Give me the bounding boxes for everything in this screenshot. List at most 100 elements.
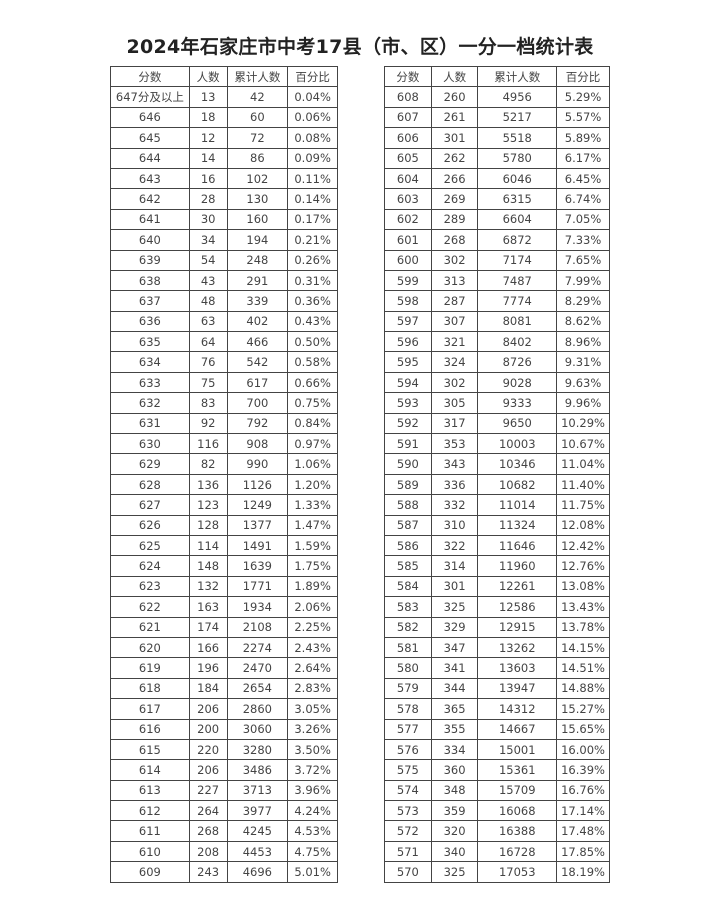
score-cell: 611 [110, 820, 190, 842]
count-cell: 92 [188, 412, 228, 435]
count-cell: 30 [188, 208, 228, 231]
count-cell: 360 [430, 759, 479, 781]
percent-cell: 3.50% [287, 738, 338, 761]
percent-cell: 8.29% [556, 290, 610, 312]
table-row: 601 268 6872 7.33% [384, 229, 610, 251]
table-row: 629 82 990 1.06% [110, 453, 338, 475]
table-row: 573 359 16068 17.14% [384, 800, 610, 822]
count-cell: 355 [430, 718, 479, 740]
header-count: 人数 [430, 65, 479, 88]
table-row: 636 63 402 0.43% [110, 310, 338, 333]
cumulative-cell: 466 [226, 331, 289, 353]
cumulative-cell: 1377 [226, 514, 289, 536]
percent-cell: 0.17% [287, 208, 338, 231]
score-cell: 636 [110, 310, 190, 333]
score-cell: 620 [110, 636, 190, 659]
percent-cell: 1.06% [287, 453, 338, 475]
cumulative-cell: 60 [226, 106, 289, 129]
score-cell: 579 [384, 677, 432, 700]
table-row: 582 329 12915 13.78% [384, 616, 610, 638]
percent-cell: 11.04% [556, 453, 610, 475]
score-cell: 580 [384, 657, 432, 679]
score-cell: 577 [384, 718, 432, 740]
table-row: 625 114 1491 1.59% [110, 534, 338, 557]
count-cell: 184 [188, 677, 228, 700]
table-header-row: 分数 人数 累计人数 百分比 [384, 65, 610, 88]
score-cell: 631 [110, 412, 190, 435]
table-row: 641 30 160 0.17% [110, 208, 338, 231]
score-cell: 601 [384, 229, 432, 251]
percent-cell: 17.14% [556, 800, 610, 822]
count-cell: 12 [188, 127, 228, 149]
cumulative-cell: 4696 [226, 861, 289, 883]
table-row: 574 348 15709 16.76% [384, 779, 610, 802]
cumulative-cell: 3713 [226, 779, 289, 802]
table-row: 627 123 1249 1.33% [110, 494, 338, 516]
percent-cell: 3.26% [287, 718, 338, 740]
score-cell: 588 [384, 494, 432, 516]
table-row: 586 322 11646 12.42% [384, 534, 610, 557]
count-cell: 343 [430, 453, 479, 475]
cumulative-cell: 3977 [226, 800, 289, 822]
header-percent: 百分比 [556, 65, 610, 88]
table-row: 613 227 3713 3.96% [110, 779, 338, 802]
count-cell: 268 [188, 820, 228, 842]
score-cell: 605 [384, 147, 432, 169]
cumulative-cell: 402 [226, 310, 289, 333]
percent-cell: 0.11% [287, 167, 338, 190]
table-row: 570 325 17053 18.19% [384, 861, 610, 883]
cumulative-cell: 16728 [477, 840, 558, 863]
score-cell: 604 [384, 167, 432, 190]
score-cell: 642 [110, 188, 190, 210]
count-cell: 28 [188, 188, 228, 210]
table-row: 623 132 1771 1.89% [110, 575, 338, 598]
table-row: 600 302 7174 7.65% [384, 249, 610, 271]
percent-cell: 16.39% [556, 759, 610, 781]
percent-cell: 17.48% [556, 820, 610, 842]
cumulative-cell: 9333 [477, 392, 558, 414]
cumulative-cell: 7774 [477, 290, 558, 312]
count-cell: 136 [188, 473, 228, 496]
cumulative-cell: 13947 [477, 677, 558, 700]
score-cell: 644 [110, 147, 190, 169]
table-row: 633 75 617 0.66% [110, 371, 338, 394]
count-cell: 365 [430, 698, 479, 720]
cumulative-cell: 11324 [477, 514, 558, 536]
table-row: 644 14 86 0.09% [110, 147, 338, 169]
count-cell: 301 [430, 575, 479, 598]
cumulative-cell: 2860 [226, 698, 289, 720]
percent-cell: 6.45% [556, 167, 610, 190]
score-cell: 598 [384, 290, 432, 312]
table-row: 599 313 7487 7.99% [384, 269, 610, 292]
count-cell: 287 [430, 290, 479, 312]
table-row: 595 324 8726 9.31% [384, 351, 610, 373]
score-cell: 612 [110, 800, 190, 822]
percent-cell: 0.08% [287, 127, 338, 149]
percent-cell: 12.76% [556, 555, 610, 577]
table-row: 588 332 11014 11.75% [384, 494, 610, 516]
count-cell: 325 [430, 596, 479, 618]
header-score: 分数 [110, 65, 190, 88]
percent-cell: 4.53% [287, 820, 338, 842]
score-cell: 632 [110, 392, 190, 414]
cumulative-cell: 4956 [477, 86, 558, 108]
score-cell: 578 [384, 698, 432, 720]
score-cell: 645 [110, 127, 190, 149]
cumulative-cell: 1249 [226, 494, 289, 516]
percent-cell: 3.96% [287, 779, 338, 802]
count-cell: 206 [188, 698, 228, 720]
score-cell: 597 [384, 310, 432, 333]
cumulative-cell: 542 [226, 351, 289, 373]
score-cell: 621 [110, 616, 190, 638]
table-row: 639 54 248 0.26% [110, 249, 338, 271]
percent-cell: 1.89% [287, 575, 338, 598]
cumulative-cell: 7174 [477, 249, 558, 271]
table-row: 606 301 5518 5.89% [384, 127, 610, 149]
score-cell: 640 [110, 229, 190, 251]
cumulative-cell: 11960 [477, 555, 558, 577]
percent-cell: 0.21% [287, 229, 338, 251]
count-cell: 262 [430, 147, 479, 169]
score-cell: 638 [110, 269, 190, 292]
score-cell: 591 [384, 433, 432, 455]
cumulative-cell: 6315 [477, 188, 558, 210]
